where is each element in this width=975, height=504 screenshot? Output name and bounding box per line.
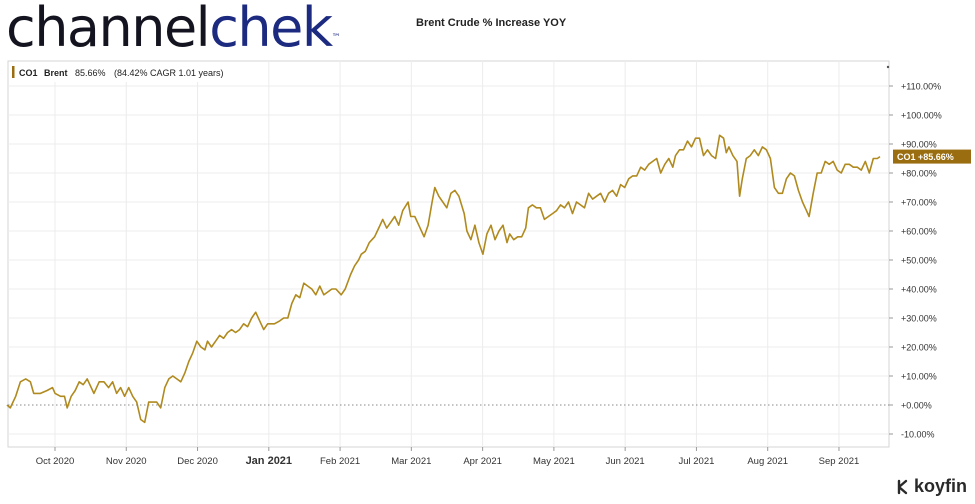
y-tick-label: +90.00%	[901, 140, 937, 150]
legend-swatch	[12, 66, 15, 78]
y-tick-label: +0.00%	[901, 401, 932, 411]
y-tick-label: +60.00%	[901, 227, 937, 237]
logo-part-channel: channel	[6, 0, 211, 59]
series-line-brent	[6, 134, 881, 424]
legend-cagr: (84.42% CAGR 1.01 years)	[114, 68, 224, 78]
x-tick-label: Feb 2021	[320, 456, 360, 467]
last-value-badge-label: CO1 +85.66%	[897, 152, 954, 162]
legend-name: Brent	[44, 68, 68, 78]
y-tick-label: +30.00%	[901, 314, 937, 324]
x-tick-label: Jul 2021	[678, 456, 714, 467]
y-tick-label: +50.00%	[901, 256, 937, 266]
logo-trademark: ™	[331, 33, 341, 43]
y-tick-label: +70.00%	[901, 198, 937, 208]
legend-box	[9, 62, 221, 82]
legend-value: 85.66%	[75, 68, 106, 78]
x-tick-label: Apr 2021	[463, 456, 502, 467]
y-tick-label: +20.00%	[901, 343, 937, 353]
x-tick-label: Nov 2020	[106, 456, 147, 467]
logo-part-chek: chek	[209, 0, 333, 59]
plot-frame	[7, 60, 890, 448]
x-tick-label: Oct 2020	[36, 456, 75, 467]
corner-marker	[886, 65, 890, 69]
x-tick-label: Dec 2020	[177, 456, 218, 467]
x-tick-label: Sep 2021	[819, 456, 860, 467]
channelchek-logo: channelchek™	[6, 0, 341, 58]
x-tick-label: May 2021	[533, 456, 575, 467]
y-tick-label: +40.00%	[901, 285, 937, 295]
koyfin-logo: koyfin	[896, 476, 967, 497]
x-tick-label: Jun 2021	[606, 456, 645, 467]
koyfin-text: koyfin	[914, 476, 968, 496]
y-tick-label: +100.00%	[901, 111, 942, 121]
koyfin-icon	[897, 479, 908, 494]
y-tick-label: -10.00%	[901, 430, 935, 440]
y-tick-label: +110.00%	[901, 82, 941, 92]
x-tick-label: Jan 2021	[246, 455, 292, 467]
y-tick-label: +80.00%	[901, 169, 937, 179]
legend-ticker: CO1	[19, 68, 38, 78]
chart-title: Brent Crude % Increase YOY	[416, 17, 567, 29]
last-value-badge	[893, 149, 971, 164]
x-tick-label: Mar 2021	[391, 456, 431, 467]
y-tick-label: +10.00%	[901, 372, 937, 382]
x-tick-label: Aug 2021	[747, 456, 788, 467]
